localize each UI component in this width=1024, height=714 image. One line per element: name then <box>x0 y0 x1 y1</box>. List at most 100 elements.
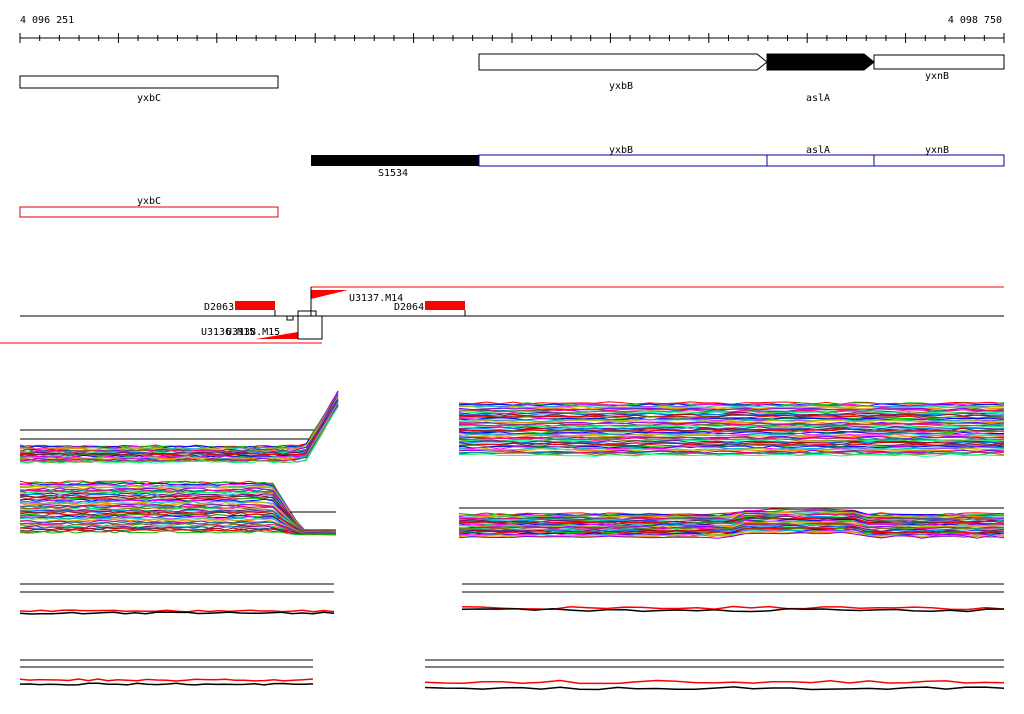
expression-line <box>19 393 339 451</box>
expression-line <box>458 426 1005 431</box>
transcript-yxnB-bar[interactable] <box>873 154 1005 167</box>
expression-line <box>19 406 339 464</box>
expression-line <box>19 499 336 533</box>
gene-yxbC-label: yxbC <box>137 93 161 104</box>
signal-line <box>19 611 335 615</box>
expression-line <box>458 420 1005 425</box>
expression-line <box>459 406 1005 411</box>
feature-U3137-triangle[interactable] <box>311 290 348 299</box>
transcript-yxnB-label: yxnB <box>925 145 949 156</box>
signal-panel-lower-right-1 <box>461 583 1005 613</box>
feature-U3136-label: U3136.M15 <box>201 327 255 338</box>
expression-line <box>458 436 1005 441</box>
gene-yxbB-label: yxbB <box>609 81 633 92</box>
transcript-yxbC-label: yxbC <box>137 196 161 207</box>
expression-line <box>458 404 1005 409</box>
signal-panel-lower-left-1 <box>19 583 335 615</box>
expression-line <box>458 453 1005 457</box>
expression-line <box>19 498 337 533</box>
expression-line <box>19 501 337 533</box>
signal-panel-lower-right-2 <box>424 659 1005 691</box>
expression-line <box>458 442 1005 447</box>
signal-line <box>424 679 1005 685</box>
transcript-S1534-label: S1534 <box>378 168 408 179</box>
signal-line <box>19 609 335 613</box>
expression-line <box>19 523 336 535</box>
expression-line <box>458 439 1005 443</box>
feature-D2064-label: D2064 <box>394 302 424 313</box>
expression-line <box>19 530 337 536</box>
gene-yxnB-label: yxnB <box>925 71 949 82</box>
expression-line <box>458 413 1005 418</box>
expression-line <box>458 510 1005 517</box>
gene-yxbB-arrow[interactable] <box>478 53 768 71</box>
expression-line <box>19 522 337 535</box>
expression-line <box>458 418 1005 422</box>
transcript-yxbB-bar[interactable] <box>478 154 768 167</box>
expression-line <box>19 487 337 532</box>
transcript-aslA-label: aslA <box>806 145 830 156</box>
expression-line <box>459 423 1005 427</box>
coordinate-ruler: 4 096 251 4 098 750 <box>19 15 1005 43</box>
feature-U3137-label: U3137.M14 <box>349 293 403 304</box>
expression-line <box>19 402 339 459</box>
expression-line <box>19 395 339 454</box>
gene-aslA-arrow[interactable] <box>766 53 875 71</box>
ruler-ticks <box>19 33 1005 43</box>
expression-line <box>458 428 1005 433</box>
feature-D2063-block[interactable] <box>235 301 275 310</box>
expression-line <box>19 484 336 531</box>
expression-panel-middle-right <box>458 507 1005 539</box>
signal-line <box>461 608 1005 613</box>
expression-line <box>19 395 339 452</box>
expression-line <box>19 494 337 532</box>
expression-line <box>458 529 1005 538</box>
feature-D2063-label: D2063 <box>204 302 234 313</box>
expression-line <box>458 403 1005 407</box>
expression-line <box>19 519 337 535</box>
expression-line <box>459 434 1005 439</box>
gene-aslA-label: aslA <box>806 93 830 104</box>
gene-yxnB-box[interactable] <box>873 54 1005 70</box>
expression-line <box>458 531 1005 539</box>
expression-line <box>458 515 1005 523</box>
expression-line <box>19 492 337 532</box>
expression-line <box>19 390 339 449</box>
gene-track: yxbC yxbB aslA yxnB <box>19 53 1005 104</box>
expression-panel-middle-left <box>19 480 337 536</box>
expression-line <box>458 424 1005 428</box>
expression-line <box>19 392 339 450</box>
expression-line <box>458 525 1005 533</box>
expression-line <box>458 425 1005 430</box>
expression-line <box>458 520 1004 528</box>
ruler-start-label: 4 096 251 <box>20 15 74 26</box>
signal-panel-lower-left-2 <box>19 659 314 686</box>
expression-panel-upper-left <box>19 390 339 464</box>
expression-line <box>458 412 1005 417</box>
expression-line <box>458 447 1005 451</box>
expression-line <box>19 396 339 453</box>
signal-line <box>424 686 1005 691</box>
expression-panel-upper-right <box>458 401 1005 457</box>
transcript-S1534-bar[interactable] <box>311 155 479 166</box>
gene-yxbC-box[interactable] <box>19 75 279 89</box>
feature-D2064-block[interactable] <box>425 301 465 310</box>
feature-U3138-label: U3138.M15 <box>226 327 280 338</box>
expression-line <box>19 507 336 534</box>
transcript-yxbB-label: yxbB <box>609 145 633 156</box>
signal-line <box>19 682 314 686</box>
transcript-yxbC-bar[interactable] <box>19 206 279 218</box>
expression-line <box>19 394 339 451</box>
expression-line <box>459 430 1005 434</box>
ruler-end-label: 4 098 750 <box>948 15 1002 26</box>
expression-line <box>19 514 336 534</box>
feature-track: D2063 D2064 U3137.M14 U3136.M15 U3138.M1… <box>0 286 1004 344</box>
transcript-aslA-bar[interactable] <box>766 154 875 167</box>
expression-line <box>458 416 1005 420</box>
expression-line <box>19 528 337 536</box>
expression-line <box>19 393 339 452</box>
signal-line <box>19 678 314 682</box>
feature-U3138-triangle[interactable] <box>284 335 298 339</box>
transcript-track: S1534 yxbB aslA yxnB yxbC <box>19 145 1005 218</box>
